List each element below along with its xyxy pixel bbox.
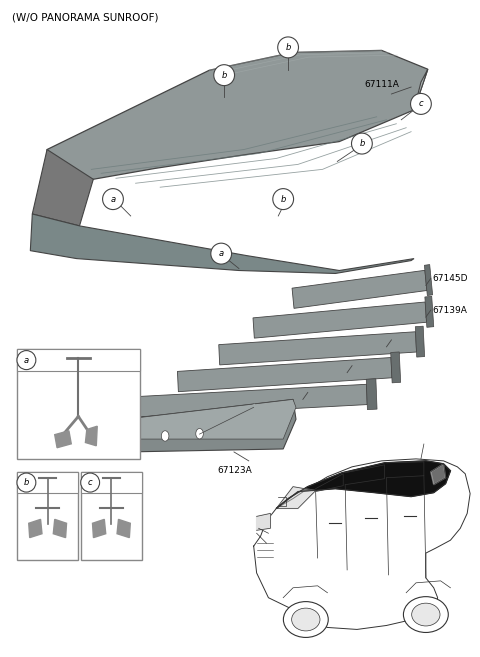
Text: b: b: [221, 71, 227, 79]
Polygon shape: [29, 520, 42, 537]
FancyBboxPatch shape: [81, 472, 142, 493]
Text: 67331R: 67331R: [62, 387, 95, 396]
Circle shape: [196, 428, 204, 439]
Polygon shape: [414, 69, 428, 110]
Text: (W/O PANORAMA SUNROOF): (W/O PANORAMA SUNROOF): [12, 12, 159, 22]
Text: c: c: [419, 99, 423, 108]
Text: a: a: [218, 249, 224, 258]
FancyBboxPatch shape: [17, 472, 78, 560]
Text: 67321L: 67321L: [63, 377, 94, 386]
Text: 67132A: 67132A: [310, 388, 345, 397]
Polygon shape: [431, 464, 445, 485]
Polygon shape: [32, 150, 93, 226]
Text: 67145D: 67145D: [433, 274, 468, 283]
Polygon shape: [276, 461, 450, 509]
Polygon shape: [391, 352, 401, 383]
Text: 67353R: 67353R: [95, 510, 128, 518]
Text: b: b: [286, 43, 291, 52]
Polygon shape: [415, 326, 425, 357]
FancyBboxPatch shape: [17, 472, 78, 493]
Ellipse shape: [211, 243, 231, 264]
Text: 67123A: 67123A: [217, 466, 252, 475]
Circle shape: [161, 431, 169, 441]
Text: 67323L: 67323L: [32, 500, 63, 509]
Circle shape: [93, 435, 100, 445]
Polygon shape: [53, 520, 67, 537]
Polygon shape: [178, 357, 392, 392]
FancyBboxPatch shape: [81, 472, 142, 560]
Text: c: c: [88, 478, 93, 487]
Text: a: a: [110, 194, 116, 204]
Polygon shape: [117, 520, 130, 537]
Text: 67111A: 67111A: [365, 79, 400, 89]
Polygon shape: [30, 214, 414, 273]
Polygon shape: [24, 399, 296, 439]
Text: 67343L: 67343L: [96, 500, 127, 509]
Text: 67139A: 67139A: [433, 306, 468, 315]
Ellipse shape: [214, 64, 235, 85]
Polygon shape: [276, 487, 316, 509]
Text: 67333R: 67333R: [31, 510, 64, 518]
Ellipse shape: [403, 597, 448, 633]
Ellipse shape: [103, 189, 123, 210]
Text: b: b: [24, 478, 29, 487]
Ellipse shape: [283, 602, 328, 637]
Ellipse shape: [17, 473, 36, 492]
Circle shape: [63, 437, 71, 447]
Ellipse shape: [410, 93, 432, 114]
Ellipse shape: [81, 473, 99, 492]
Polygon shape: [93, 520, 106, 537]
Polygon shape: [24, 399, 296, 454]
Text: b: b: [280, 194, 286, 204]
Polygon shape: [366, 378, 377, 409]
Polygon shape: [85, 426, 97, 445]
Text: 67134A: 67134A: [354, 361, 389, 370]
Polygon shape: [253, 302, 427, 338]
Polygon shape: [47, 51, 428, 216]
Ellipse shape: [292, 608, 320, 631]
Ellipse shape: [412, 603, 440, 626]
Polygon shape: [425, 296, 434, 327]
Ellipse shape: [278, 37, 299, 58]
Ellipse shape: [273, 189, 294, 210]
FancyBboxPatch shape: [17, 350, 140, 371]
Ellipse shape: [351, 133, 372, 154]
Polygon shape: [257, 513, 270, 530]
Polygon shape: [219, 332, 417, 365]
FancyBboxPatch shape: [17, 350, 140, 459]
Circle shape: [38, 439, 46, 449]
Polygon shape: [125, 384, 367, 417]
Text: a: a: [24, 355, 29, 365]
Text: 67136: 67136: [394, 336, 422, 344]
Polygon shape: [292, 270, 427, 308]
Polygon shape: [424, 265, 432, 296]
Polygon shape: [55, 431, 71, 447]
Text: b: b: [359, 139, 365, 148]
Circle shape: [127, 433, 134, 443]
Ellipse shape: [17, 351, 36, 370]
